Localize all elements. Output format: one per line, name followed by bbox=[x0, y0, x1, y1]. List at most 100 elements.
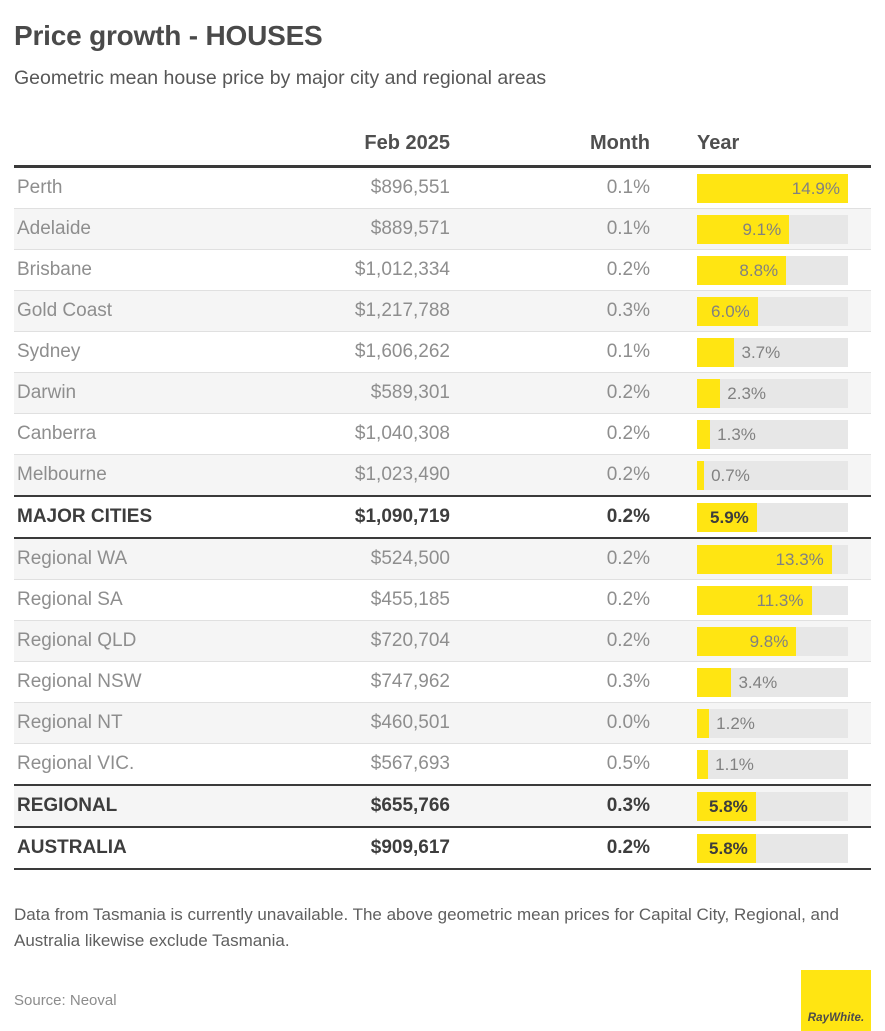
row-price: $896,551 bbox=[370, 177, 450, 198]
row-month-change: 0.2% bbox=[606, 423, 650, 444]
row-price: $455,185 bbox=[370, 589, 450, 610]
table-row: Adelaide $889,571 0.1% 9.1% bbox=[14, 208, 871, 249]
year-bar-label: 3.7% bbox=[741, 342, 781, 362]
year-bar-label: 6.0% bbox=[711, 301, 750, 321]
year-bar-fill: 5.8% bbox=[697, 833, 756, 863]
year-bar-cell: 8.8% bbox=[650, 250, 871, 290]
table-row: Regional NT $460,501 0.0% 1.2% bbox=[14, 702, 871, 743]
table-row: Sydney $1,606,262 0.1% 3.7% bbox=[14, 331, 871, 372]
year-bar-cell: 6.0% bbox=[650, 291, 871, 331]
row-label: Perth bbox=[17, 177, 63, 198]
row-month-change: 0.5% bbox=[606, 753, 650, 774]
year-bar-label: 0.7% bbox=[711, 465, 750, 485]
year-bar-track: 1.1% bbox=[697, 749, 848, 779]
row-label: Regional QLD bbox=[17, 630, 137, 651]
table-row: REGIONAL $655,766 0.3% 5.8% bbox=[14, 784, 871, 826]
year-bar-track: 3.7% bbox=[697, 337, 848, 367]
row-month-change: 0.1% bbox=[606, 341, 650, 362]
year-bar-track: 9.8% bbox=[697, 626, 848, 656]
year-bar-cell: 14.9% bbox=[650, 168, 871, 208]
row-label: Brisbane bbox=[17, 259, 92, 280]
year-bar-fill bbox=[697, 667, 732, 697]
row-price: $1,023,490 bbox=[354, 464, 450, 485]
year-bar-track: 5.8% bbox=[697, 791, 848, 821]
year-bar-cell: 11.3% bbox=[650, 580, 871, 620]
row-month-change: 0.2% bbox=[606, 548, 650, 569]
year-bar-track: 0.7% bbox=[697, 460, 848, 490]
year-bar-label: 3.4% bbox=[738, 672, 778, 692]
row-price: $567,693 bbox=[370, 753, 450, 774]
year-bar-label: 5.8% bbox=[709, 838, 748, 858]
header-feb-2025: Feb 2025 bbox=[364, 132, 450, 154]
year-bar-cell: 1.3% bbox=[650, 414, 871, 454]
year-bar-cell: 5.8% bbox=[650, 828, 871, 868]
table-row: Perth $896,551 0.1% 14.9% bbox=[14, 168, 871, 208]
row-label: Regional SA bbox=[17, 589, 123, 610]
row-label: Melbourne bbox=[17, 464, 107, 485]
table-row: Regional NSW $747,962 0.3% 3.4% bbox=[14, 661, 871, 702]
table-row: Regional WA $524,500 0.2% 13.3% bbox=[14, 537, 871, 579]
row-label: Canberra bbox=[17, 423, 97, 444]
table-row: Regional VIC. $567,693 0.5% 1.1% bbox=[14, 743, 871, 784]
year-bar-fill: 13.3% bbox=[697, 544, 832, 574]
year-bar-cell: 1.1% bbox=[650, 744, 871, 784]
year-bar-cell: 1.2% bbox=[650, 703, 871, 743]
row-month-change: 0.3% bbox=[606, 795, 650, 816]
row-month-change: 0.2% bbox=[606, 382, 650, 403]
year-bar-label: 1.2% bbox=[716, 713, 755, 733]
year-bar-label: 13.3% bbox=[775, 549, 824, 569]
row-price: $524,500 bbox=[370, 548, 450, 569]
year-bar-track: 6.0% bbox=[697, 296, 848, 326]
year-bar-track: 8.8% bbox=[697, 255, 848, 285]
year-bar-label: 5.9% bbox=[710, 507, 749, 527]
row-price: $1,217,788 bbox=[354, 300, 450, 321]
year-bar-cell: 13.3% bbox=[650, 539, 871, 579]
row-price: $589,301 bbox=[370, 382, 450, 403]
row-month-change: 0.0% bbox=[606, 712, 650, 733]
row-label: REGIONAL bbox=[17, 795, 118, 816]
year-bar-track: 5.8% bbox=[697, 833, 848, 863]
year-bar-fill: 8.8% bbox=[697, 255, 787, 285]
row-month-change: 0.2% bbox=[606, 259, 650, 280]
year-bar-track: 1.2% bbox=[697, 708, 848, 738]
year-bar-cell: 5.9% bbox=[650, 497, 871, 537]
header-year: Year bbox=[697, 132, 740, 154]
year-bar-track: 14.9% bbox=[697, 173, 848, 203]
table-row: MAJOR CITIES $1,090,719 0.2% 5.9% bbox=[14, 495, 871, 537]
year-bar-fill: 5.9% bbox=[697, 502, 757, 532]
table-row: Gold Coast $1,217,788 0.3% 6.0% bbox=[14, 290, 871, 331]
year-bar-label: 2.3% bbox=[727, 383, 767, 403]
row-price: $1,090,719 bbox=[354, 506, 450, 527]
year-bar-label: 1.1% bbox=[715, 754, 754, 774]
year-bar-track: 9.1% bbox=[697, 214, 848, 244]
row-price: $720,704 bbox=[370, 630, 450, 651]
year-bar-track: 5.9% bbox=[697, 502, 848, 532]
row-label: Darwin bbox=[17, 382, 77, 403]
row-month-change: 0.2% bbox=[606, 837, 650, 858]
row-price: $1,040,308 bbox=[354, 423, 450, 444]
row-month-change: 0.2% bbox=[606, 506, 650, 527]
table-row: Darwin $589,301 0.2% 2.3% bbox=[14, 372, 871, 413]
year-bar-track: 3.4% bbox=[697, 667, 848, 697]
page-title: Price growth - HOUSES bbox=[14, 20, 323, 51]
table-row: Melbourne $1,023,490 0.2% 0.7% bbox=[14, 454, 871, 495]
year-bar-label: 5.8% bbox=[709, 796, 748, 816]
year-bar-fill bbox=[697, 708, 710, 738]
row-label: Regional NSW bbox=[17, 671, 142, 692]
row-label: AUSTRALIA bbox=[17, 837, 127, 858]
year-bar-fill bbox=[697, 337, 735, 367]
row-month-change: 0.3% bbox=[606, 300, 650, 321]
year-bar-fill: 9.1% bbox=[697, 214, 790, 244]
footnote-text: Data from Tasmania is currently unavaila… bbox=[14, 905, 839, 950]
year-bar-track: 11.3% bbox=[697, 585, 848, 615]
year-bar-label: 1.3% bbox=[717, 424, 756, 444]
row-month-change: 0.2% bbox=[606, 589, 650, 610]
row-month-change: 0.2% bbox=[606, 630, 650, 651]
row-price: $655,766 bbox=[370, 795, 450, 816]
year-bar-label: 11.3% bbox=[756, 590, 804, 610]
table-body: Perth $896,551 0.1% 14.9% Adelaide $889,571 0.… bbox=[14, 168, 871, 870]
table-header-row: Feb 2025 Month Year bbox=[14, 132, 871, 168]
year-bar-cell: 3.4% bbox=[650, 662, 871, 702]
row-price: $1,012,334 bbox=[354, 259, 450, 280]
